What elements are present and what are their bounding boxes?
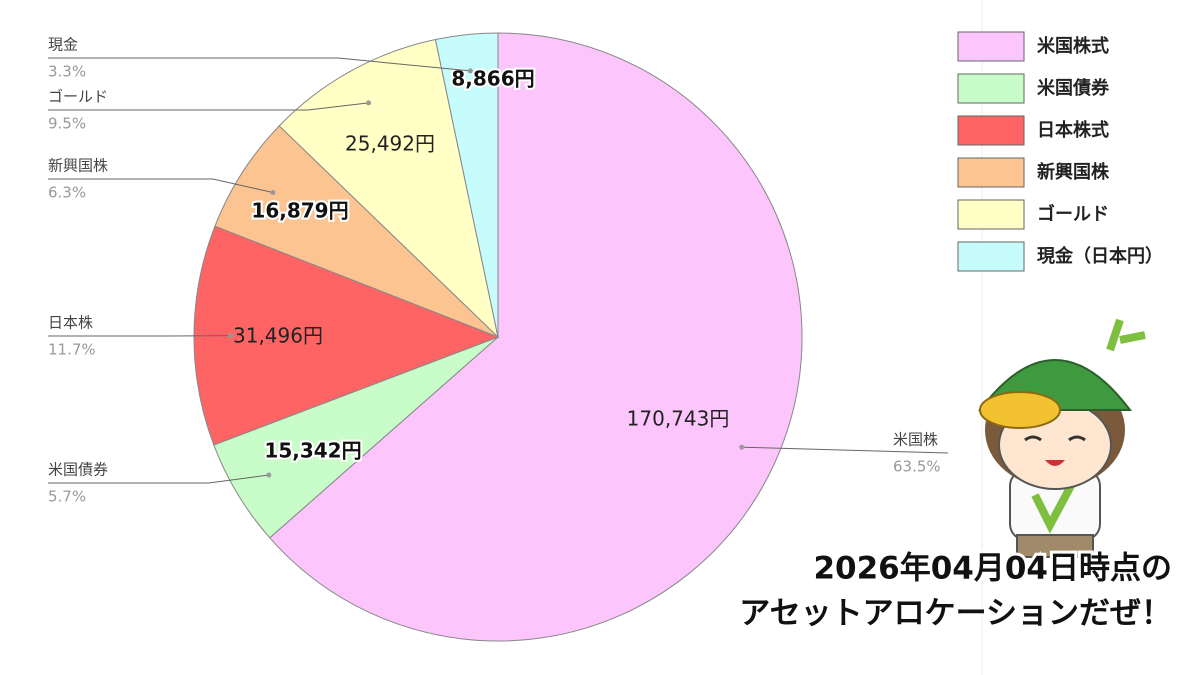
caption: 2026年04月04日時点の [813,551,1172,587]
legend-swatch [957,73,1025,104]
callout-line [48,57,471,72]
category-label: 米国株 [893,431,938,449]
callout-dot [227,333,233,339]
callout-dot [739,444,745,450]
callout-dot [467,68,473,74]
pie-slice [278,38,499,339]
percent-label: 5.7% [48,488,86,506]
callout-line [48,102,369,111]
legend-label: 米国株式 [1037,35,1109,57]
value-label: 25,492円 [345,132,435,156]
legend-swatch [957,31,1025,62]
callout-dot [270,190,276,196]
category-label: 日本株 [48,314,93,332]
category-label: 現金 [48,36,78,54]
mascot [977,318,1146,558]
legend-swatch [957,115,1025,146]
callout-dot [266,472,272,478]
percent-label: 6.3% [48,184,86,202]
pie-slice [269,32,803,642]
pie [193,32,803,642]
callout-line [48,178,273,194]
legend-label: 現金（日本円） [1037,245,1163,267]
legend-swatch [957,241,1025,272]
category-label: 新興国株 [48,157,108,175]
value-label: 16,879円 [251,199,348,223]
value-label: 15,342円 [264,439,361,463]
pie-slice [434,32,499,338]
category-label: ゴールド [48,88,108,106]
legend-label: ゴールド [1037,203,1109,225]
pie-slice [214,125,499,338]
legend-swatch [957,199,1025,230]
callout-line [48,474,269,484]
legend-label: 米国債券 [1037,77,1110,99]
caption: アセットアロケーションだぜ！ [739,596,1172,632]
legend-label: 新興国株 [1037,161,1110,183]
category-label: 米国債券 [48,461,108,479]
percent-label: 3.3% [48,63,86,81]
callout-line [741,446,949,454]
value-label: 170,743円 [627,407,730,431]
value-label: 31,496円 [233,324,323,348]
legend-swatch [957,157,1025,188]
percent-label: 11.7% [48,341,96,359]
callout-dot [366,100,372,106]
legend-label: 日本株式 [1037,119,1109,141]
percent-label: 9.5% [48,115,86,133]
percent-label: 63.5% [893,458,941,476]
